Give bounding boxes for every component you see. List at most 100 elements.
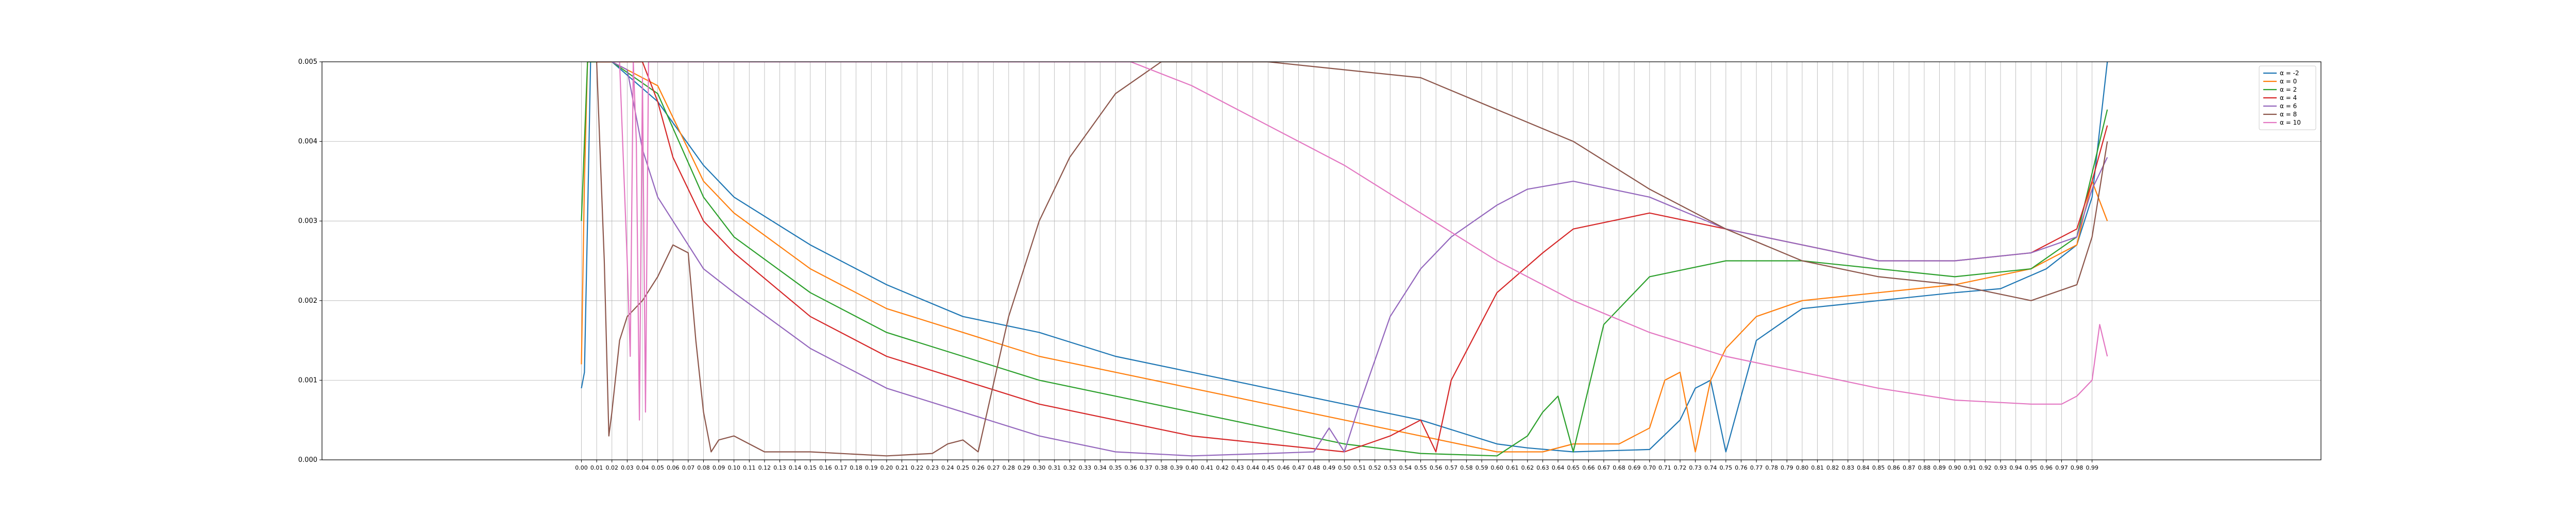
x-tick-label: 0.61 bbox=[1506, 464, 1519, 471]
series-line-6 bbox=[612, 62, 2108, 421]
legend-label: α = 6 bbox=[2280, 102, 2297, 110]
x-tick-label: 0.47 bbox=[1292, 464, 1305, 471]
y-axis: 0.000 0.001 0.002 0.003 0.004 0.005 bbox=[298, 58, 322, 464]
x-tick-label: 0.89 bbox=[1933, 464, 1946, 471]
x-tick-label: 0.05 bbox=[651, 464, 664, 471]
x-tick-label: 0.73 bbox=[1689, 464, 1702, 471]
x-tick-label: 0.55 bbox=[1414, 464, 1427, 471]
x-tick-label: 0.03 bbox=[621, 464, 634, 471]
x-tick-label: 0.75 bbox=[1720, 464, 1733, 471]
x-tick-label: 0.63 bbox=[1536, 464, 1549, 471]
y-tick-label: 0.002 bbox=[298, 297, 317, 305]
x-tick-label: 0.36 bbox=[1125, 464, 1138, 471]
x-tick-label: 0.52 bbox=[1368, 464, 1381, 471]
x-tick-label: 0.22 bbox=[911, 464, 924, 471]
x-tick-label: 0.68 bbox=[1613, 464, 1625, 471]
x-tick-label: 0.96 bbox=[2040, 464, 2053, 471]
x-tick-label: 0.65 bbox=[1567, 464, 1580, 471]
x-tick-label: 0.98 bbox=[2071, 464, 2083, 471]
x-tick-label: 0.58 bbox=[1460, 464, 1473, 471]
x-tick-label: 0.71 bbox=[1658, 464, 1671, 471]
x-tick-label: 0.18 bbox=[850, 464, 862, 471]
x-tick-label: 0.57 bbox=[1445, 464, 1458, 471]
x-tick-label: 0.44 bbox=[1246, 464, 1259, 471]
series-line-3 bbox=[597, 62, 2108, 453]
x-tick-label: 0.91 bbox=[1964, 464, 1977, 471]
x-tick-label: 0.77 bbox=[1750, 464, 1763, 471]
x-tick-label: 0.83 bbox=[1842, 464, 1855, 471]
x-tick-label: 0.94 bbox=[2009, 464, 2022, 471]
x-tick-label: 0.17 bbox=[835, 464, 848, 471]
legend-label: α = 10 bbox=[2280, 119, 2301, 126]
x-tick-label: 0.95 bbox=[2025, 464, 2038, 471]
x-tick-label: 0.00 bbox=[575, 464, 588, 471]
x-tick-label: 0.28 bbox=[1003, 464, 1015, 471]
x-tick-label: 0.35 bbox=[1109, 464, 1122, 471]
x-tick-label: 0.41 bbox=[1201, 464, 1214, 471]
series-line-5 bbox=[596, 62, 2108, 457]
legend-label: α = -2 bbox=[2280, 70, 2299, 77]
x-tick-label: 0.92 bbox=[1979, 464, 1992, 471]
x-tick-label: 0.39 bbox=[1170, 464, 1183, 471]
series-line-4 bbox=[612, 62, 2108, 457]
x-tick-label: 0.46 bbox=[1277, 464, 1290, 471]
x-tick-label: 0.02 bbox=[605, 464, 618, 471]
y-tick-label: 0.000 bbox=[298, 456, 317, 464]
x-tick-label: 0.08 bbox=[697, 464, 710, 471]
x-tick-label: 0.86 bbox=[1887, 464, 1900, 471]
x-tick-label: 0.15 bbox=[804, 464, 817, 471]
x-tick-label: 0.88 bbox=[1918, 464, 1931, 471]
x-tick-label: 0.31 bbox=[1048, 464, 1061, 471]
x-tick-label: 0.80 bbox=[1796, 464, 1809, 471]
legend-label: α = 4 bbox=[2280, 94, 2297, 101]
series-layer bbox=[581, 62, 2108, 457]
legend-label: α = 0 bbox=[2280, 78, 2297, 85]
x-tick-label: 0.45 bbox=[1262, 464, 1275, 471]
x-tick-label: 0.78 bbox=[1765, 464, 1778, 471]
x-tick-label: 0.93 bbox=[1994, 464, 2007, 471]
x-tick-label: 0.66 bbox=[1582, 464, 1595, 471]
x-tick-label: 0.82 bbox=[1826, 464, 1839, 471]
x-tick-label: 0.24 bbox=[941, 464, 954, 471]
x-tick-label: 0.97 bbox=[2055, 464, 2068, 471]
x-tick-label: 0.90 bbox=[1948, 464, 1961, 471]
x-tick-label: 0.42 bbox=[1216, 464, 1229, 471]
x-tick-label: 0.53 bbox=[1384, 464, 1397, 471]
x-tick-label: 0.49 bbox=[1323, 464, 1336, 471]
x-tick-label: 0.21 bbox=[895, 464, 908, 471]
x-tick-label: 0.07 bbox=[682, 464, 695, 471]
legend-label: α = 8 bbox=[2280, 111, 2297, 118]
x-axis: 0.00 0.01 0.02 0.03 0.04 0.05 0.06 0.07 0.08 0.09… bbox=[575, 460, 2098, 471]
x-tick-label: 0.48 bbox=[1308, 464, 1320, 471]
x-tick-label: 0.54 bbox=[1399, 464, 1412, 471]
y-tick-label: 0.005 bbox=[298, 58, 317, 66]
y-tick-label: 0.001 bbox=[298, 376, 317, 384]
x-tick-label: 0.09 bbox=[713, 464, 725, 471]
x-tick-label: 0.59 bbox=[1476, 464, 1488, 471]
x-tick-label: 0.01 bbox=[590, 464, 603, 471]
plot-area bbox=[321, 61, 2321, 460]
x-tick-label: 0.81 bbox=[1811, 464, 1824, 471]
x-tick-label: 0.43 bbox=[1231, 464, 1244, 471]
x-tick-label: 0.72 bbox=[1674, 464, 1687, 471]
x-tick-label: 0.06 bbox=[667, 464, 680, 471]
x-tick-label: 0.99 bbox=[2086, 464, 2098, 471]
x-tick-label: 0.16 bbox=[819, 464, 832, 471]
x-tick-label: 0.19 bbox=[865, 464, 878, 471]
x-tick-label: 0.84 bbox=[1857, 464, 1870, 471]
x-tick-label: 0.76 bbox=[1735, 464, 1748, 471]
x-tick-label: 0.62 bbox=[1521, 464, 1534, 471]
x-tick-label: 0.51 bbox=[1353, 464, 1366, 471]
x-tick-label: 0.13 bbox=[773, 464, 786, 471]
x-tick-label: 0.20 bbox=[880, 464, 893, 471]
x-tick-label: 0.56 bbox=[1430, 464, 1443, 471]
series-line-2 bbox=[581, 62, 2108, 457]
x-tick-label: 0.79 bbox=[1781, 464, 1793, 471]
x-tick-label: 0.32 bbox=[1063, 464, 1076, 471]
series-line-1 bbox=[581, 62, 2108, 453]
x-tick-label: 0.29 bbox=[1018, 464, 1030, 471]
x-tick-label: 0.25 bbox=[957, 464, 970, 471]
x-tick-label: 0.67 bbox=[1598, 464, 1611, 471]
